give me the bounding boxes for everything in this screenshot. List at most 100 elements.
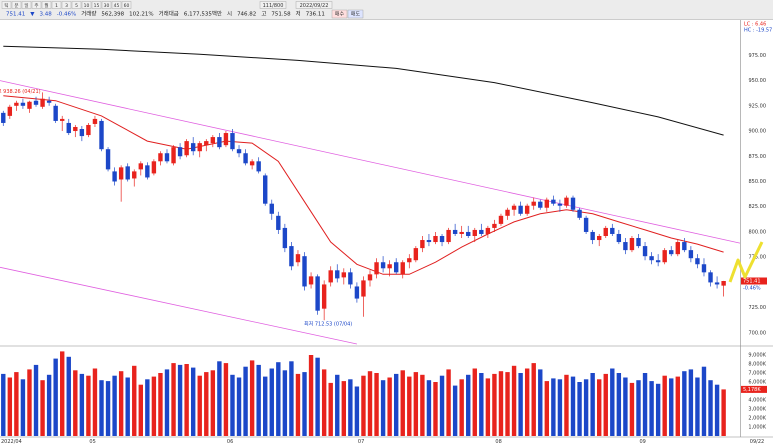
period-button[interactable] <box>121 1 132 9</box>
candle-body <box>590 231 595 241</box>
volume-bar <box>669 378 674 436</box>
volume-bar <box>629 382 635 436</box>
volume-bar <box>675 376 680 436</box>
candle-body <box>60 118 65 121</box>
header-item: 저 <box>296 10 301 18</box>
candle-body <box>714 282 720 285</box>
volume-bar <box>511 365 517 436</box>
y-tick-label: 875.00 <box>749 154 767 160</box>
trade-button[interactable] <box>347 9 364 19</box>
volume-bar <box>256 364 261 436</box>
volume-bar <box>335 374 340 436</box>
volume-bar <box>472 368 477 436</box>
period-button[interactable] <box>91 1 102 9</box>
x-tick-label: 05 <box>89 439 95 445</box>
volume-bar <box>217 361 222 436</box>
candle-body <box>583 217 589 232</box>
candle-body <box>230 133 235 150</box>
volume-bar <box>171 363 176 436</box>
x-tick-label: 2022/04 <box>1 439 22 445</box>
volume-bar <box>551 378 556 436</box>
volume-bar <box>413 372 419 436</box>
candle-body <box>479 229 484 234</box>
period-label[interactable]: 일 <box>24 2 28 9</box>
period-label[interactable]: 60 <box>124 3 130 9</box>
period-button[interactable] <box>51 1 62 9</box>
candle-body <box>53 105 58 121</box>
volume-bar <box>46 374 52 436</box>
candle-body <box>315 276 320 311</box>
candle-body <box>629 238 635 251</box>
period-label[interactable]: 45 <box>114 3 120 9</box>
period-button[interactable] <box>1 1 12 9</box>
period-label[interactable]: 30 <box>104 3 110 9</box>
period-button[interactable] <box>71 1 82 9</box>
volume-bar <box>616 373 622 436</box>
candle-body <box>40 98 45 107</box>
candle-body <box>99 120 104 150</box>
volume-bar <box>642 373 648 436</box>
period-button[interactable] <box>41 1 52 9</box>
volume-bar <box>348 379 353 436</box>
period-button[interactable] <box>101 1 112 9</box>
period-label[interactable]: 월 <box>44 2 48 9</box>
candle-body <box>92 118 98 124</box>
volume-bar <box>505 372 510 436</box>
candle-body <box>125 166 130 180</box>
drawn-annotation <box>728 241 764 283</box>
candle-body <box>459 231 464 234</box>
period-button[interactable] <box>61 1 72 9</box>
candle-body <box>217 137 222 148</box>
volume-bar <box>701 366 707 436</box>
header-item: 6,177,535백만 <box>184 10 222 18</box>
volume-bar <box>184 364 189 436</box>
candle-body <box>302 256 307 287</box>
candle-body <box>623 242 628 251</box>
date[interactable]: 2022/09/22 <box>300 3 329 9</box>
volume-bar <box>151 376 157 436</box>
volume-bar <box>498 371 504 436</box>
volume-bar <box>112 375 117 436</box>
candle-body <box>66 122 71 134</box>
candle-body <box>682 242 687 251</box>
low-note: 최저 712.53 (07/04) <box>304 321 352 328</box>
candle-body <box>171 147 176 164</box>
period-label[interactable]: 3 <box>65 3 68 9</box>
volume-bar <box>263 376 268 436</box>
period-label[interactable]: 10 <box>84 3 90 9</box>
candle-body <box>603 227 608 236</box>
date-box[interactable] <box>295 1 333 9</box>
candle-body <box>551 199 556 204</box>
period-button[interactable] <box>81 1 92 9</box>
period-label[interactable]: 5 <box>75 3 78 9</box>
period-label[interactable]: 1 <box>55 3 58 9</box>
period-button[interactable] <box>21 1 32 9</box>
candle-body <box>308 276 314 285</box>
hc-label: HC : -19.57 <box>744 28 772 34</box>
period-button[interactable] <box>111 1 122 9</box>
volume-bar <box>321 369 327 436</box>
period-label[interactable]: 분 <box>14 3 18 9</box>
trade-button[interactable] <box>331 9 348 19</box>
period-button[interactable] <box>31 1 42 9</box>
candle-body <box>164 153 170 162</box>
period-label[interactable]: 틱 <box>4 2 8 9</box>
volume-bar <box>577 382 582 436</box>
period-button[interactable] <box>11 1 22 9</box>
volume-bar <box>302 372 307 436</box>
last-price-box <box>741 277 767 285</box>
volume-bar <box>132 365 137 436</box>
volume-bar <box>223 363 229 436</box>
volume-bar <box>190 367 196 436</box>
volume-bar <box>33 364 39 436</box>
x-tick-label: 08 <box>495 439 501 445</box>
trade-button-label[interactable]: 매수 <box>335 11 345 18</box>
candle-body <box>190 143 196 152</box>
candle-body <box>701 264 707 273</box>
candle-body <box>335 270 340 279</box>
period-label[interactable]: 15 <box>94 3 100 9</box>
volume-bar <box>387 377 392 436</box>
trade-button-label[interactable]: 매도 <box>351 11 361 18</box>
period-label[interactable]: 주 <box>34 3 38 9</box>
volume-tick-label: 8,000K <box>748 362 766 368</box>
